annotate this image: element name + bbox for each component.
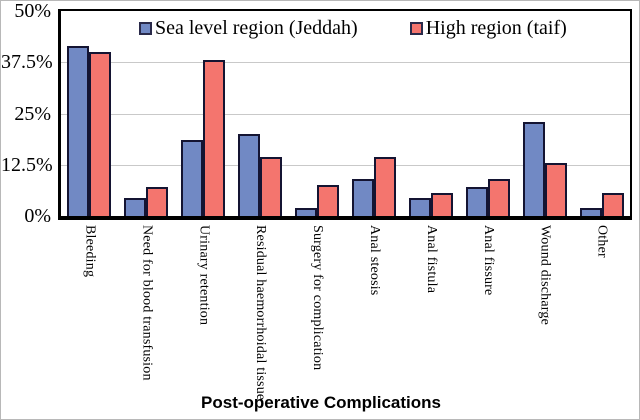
- bar-group: [289, 11, 346, 216]
- bar: [430, 193, 453, 216]
- bar-series-container: [61, 11, 630, 216]
- bar: [601, 193, 624, 216]
- x-category-label: Wound discharge: [537, 225, 553, 325]
- bar: [181, 140, 204, 216]
- x-category-label: Anal steosis: [366, 225, 382, 296]
- bar-group: [402, 11, 459, 216]
- plot-area: Sea level region (Jeddah) High region (ta…: [58, 9, 632, 220]
- bar: [203, 60, 226, 216]
- x-category-label: Residual haemorrhoidal tissue: [253, 225, 269, 401]
- legend-item: Sea level region (Jeddah): [139, 17, 358, 40]
- bar-group: [346, 11, 403, 216]
- x-category-label: Anal fissure: [480, 225, 496, 296]
- bar-group: [118, 11, 175, 216]
- legend-item: High region (taif): [409, 17, 567, 40]
- bar: [317, 185, 340, 216]
- y-tick-label: 50%: [14, 0, 51, 22]
- bar: [351, 179, 374, 216]
- gridline-12.5%: [61, 164, 630, 166]
- bar: [146, 187, 169, 216]
- gridline-37.5%: [61, 62, 630, 64]
- bar: [89, 52, 112, 216]
- bar-group: [459, 11, 516, 216]
- bar: [465, 187, 488, 216]
- bar-group: [516, 11, 573, 216]
- bar: [487, 179, 510, 216]
- bar: [260, 156, 283, 216]
- x-category-label: Other: [594, 225, 610, 258]
- bar: [238, 134, 261, 216]
- gridline-25%: [61, 113, 630, 115]
- bar: [522, 121, 545, 216]
- x-category-label: Bleeding: [82, 225, 98, 278]
- bar-group: [573, 11, 630, 216]
- bar: [373, 156, 396, 216]
- legend-label: Sea level region (Jeddah): [155, 17, 358, 39]
- legend: Sea level region (Jeddah) High region (ta…: [139, 17, 567, 40]
- bar: [295, 207, 318, 216]
- bar: [408, 197, 431, 216]
- bar: [67, 45, 90, 216]
- x-category-label: Surgery for complication: [310, 225, 326, 371]
- x-category-label: Anal fistula: [423, 225, 439, 294]
- bar: [544, 162, 567, 216]
- y-tick-label: 0%: [24, 205, 51, 227]
- legend-swatch-icon: [409, 22, 423, 35]
- bar-group: [232, 11, 289, 216]
- bar-group: [175, 11, 232, 216]
- y-tick-label: 12.5%: [1, 153, 53, 176]
- bar: [124, 197, 147, 216]
- bar-group: [61, 11, 118, 216]
- x-axis-title: Post-operative Complications: [201, 393, 441, 412]
- y-tick-label: 37.5%: [1, 51, 53, 74]
- legend-swatch-icon: [139, 22, 152, 35]
- y-tick-label: 25%: [14, 102, 51, 125]
- x-category-label: Urinary retention: [196, 225, 212, 326]
- bar: [579, 207, 602, 216]
- x-category-label: Need for blood transfusion: [139, 225, 155, 381]
- legend-label: High region (taif): [425, 17, 567, 39]
